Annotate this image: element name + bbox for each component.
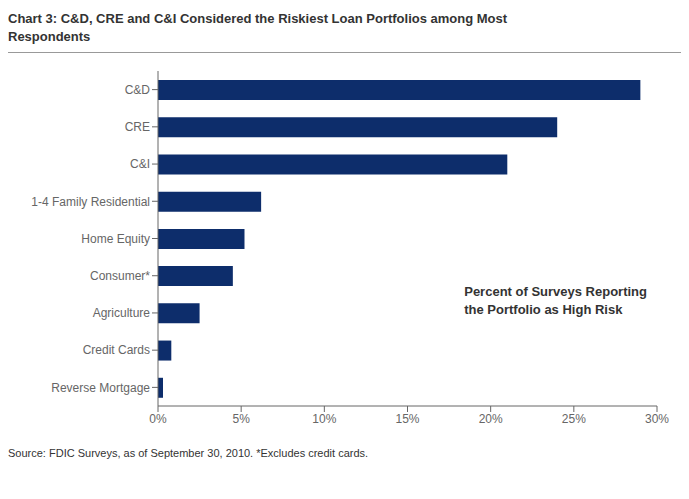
- html-text:Source: FDIC Surveys, as of Se: Source: FDIC Surveys, as of September 30…: [8, 447, 369, 459]
- svg-text:15%: 15%: [395, 412, 419, 426]
- svg-text:25%: 25%: [562, 412, 586, 426]
- html-text:Percent of Surveys Reporting: Percent of Surveys Reporting: [464, 284, 647, 299]
- svg-text:5%: 5%: [232, 412, 250, 426]
- svg-text:C&I: C&I: [130, 157, 150, 171]
- html-text:the Portfolio as High Risk: the Portfolio as High Risk: [464, 302, 623, 317]
- svg-text:20%: 20%: [479, 412, 503, 426]
- svg-text:CRE: CRE: [125, 120, 150, 134]
- svg-text:Consumer*: Consumer*: [90, 269, 150, 283]
- svg-text:30%: 30%: [645, 412, 669, 426]
- svg-text:C&D: C&D: [125, 83, 151, 97]
- svg-text:1-4 Family Residential: 1-4 Family Residential: [31, 195, 150, 209]
- svg-text:Reverse Mortgage: Reverse Mortgage: [51, 381, 150, 395]
- html-text:Chart 3: C&D, CRE and C&I Cons: Chart 3: C&D, CRE and C&I Considered the…: [8, 11, 508, 26]
- svg-text:Credit Cards: Credit Cards: [83, 343, 150, 357]
- svg-text:10%: 10%: [312, 412, 336, 426]
- svg-text:Agriculture: Agriculture: [93, 306, 151, 320]
- svg-text:0%: 0%: [149, 412, 167, 426]
- svg-text:Home Equity: Home Equity: [81, 232, 150, 246]
- html-text:Respondents: Respondents: [8, 29, 91, 44]
